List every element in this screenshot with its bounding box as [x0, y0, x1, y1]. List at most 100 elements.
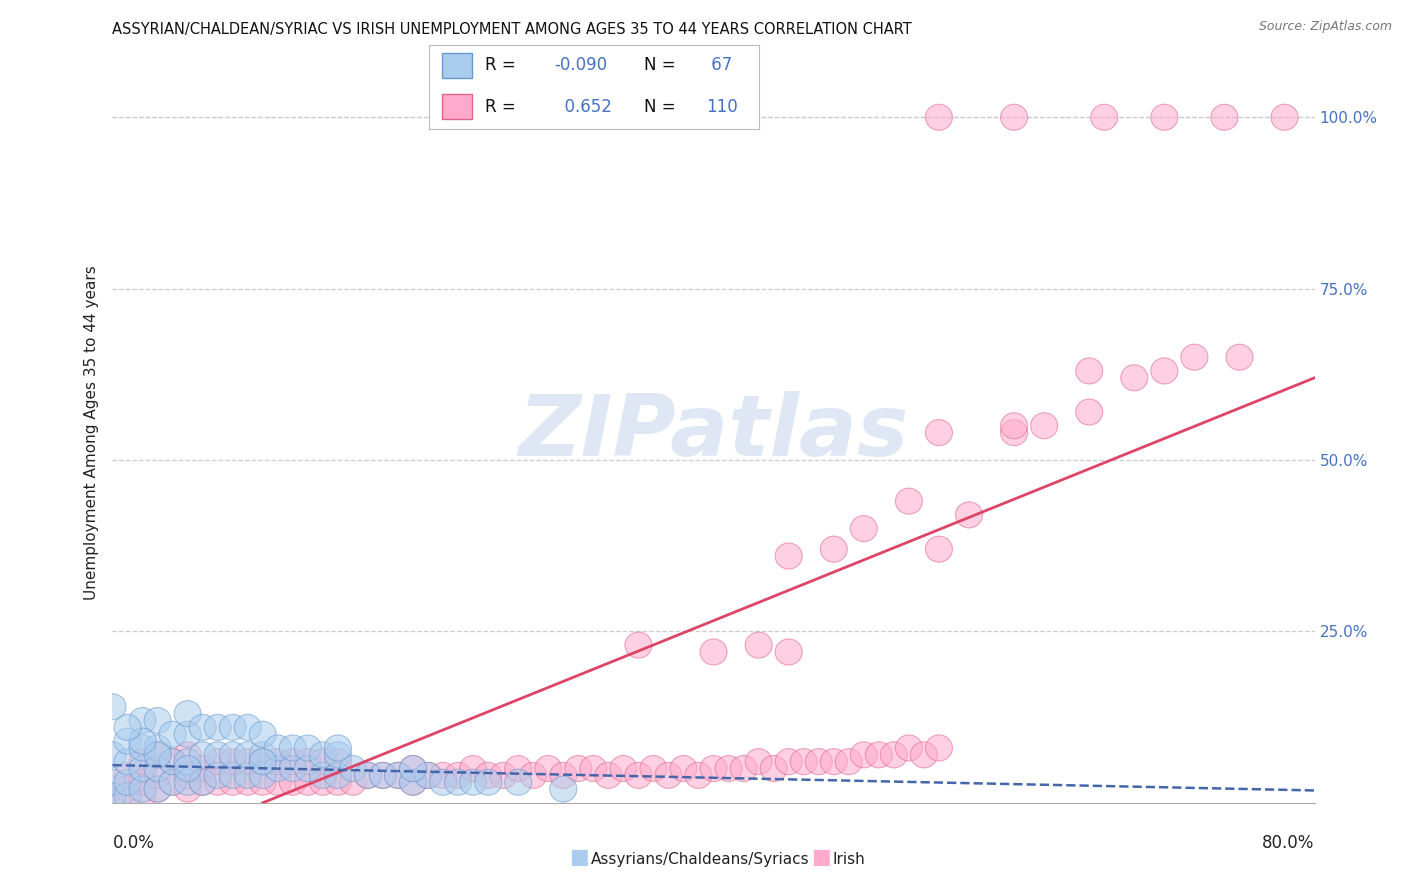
- Ellipse shape: [489, 763, 516, 789]
- Ellipse shape: [159, 769, 186, 796]
- Ellipse shape: [204, 748, 231, 774]
- Text: Assyrians/Chaldeans/Syriacs: Assyrians/Chaldeans/Syriacs: [591, 852, 808, 867]
- Ellipse shape: [249, 722, 276, 747]
- Ellipse shape: [294, 748, 322, 774]
- Ellipse shape: [925, 536, 952, 562]
- Ellipse shape: [624, 632, 652, 658]
- Ellipse shape: [1152, 104, 1178, 130]
- Ellipse shape: [249, 763, 276, 789]
- Ellipse shape: [1031, 413, 1057, 439]
- Text: R =: R =: [485, 98, 516, 116]
- Ellipse shape: [143, 776, 172, 802]
- Ellipse shape: [384, 763, 412, 789]
- Ellipse shape: [1121, 365, 1147, 391]
- Ellipse shape: [579, 756, 607, 781]
- Ellipse shape: [865, 742, 893, 768]
- Text: 67: 67: [706, 56, 733, 74]
- Ellipse shape: [399, 756, 426, 781]
- Ellipse shape: [174, 700, 201, 727]
- Ellipse shape: [309, 742, 336, 768]
- Ellipse shape: [129, 776, 156, 802]
- Ellipse shape: [520, 763, 547, 789]
- Ellipse shape: [745, 748, 772, 774]
- Ellipse shape: [204, 714, 231, 740]
- Ellipse shape: [143, 742, 172, 768]
- Ellipse shape: [174, 722, 201, 747]
- Ellipse shape: [851, 742, 877, 768]
- Ellipse shape: [1001, 419, 1028, 446]
- Ellipse shape: [159, 748, 186, 774]
- Ellipse shape: [1091, 104, 1118, 130]
- Ellipse shape: [249, 742, 276, 768]
- Ellipse shape: [415, 763, 441, 789]
- Ellipse shape: [98, 769, 127, 796]
- Ellipse shape: [129, 769, 156, 796]
- Ellipse shape: [565, 756, 592, 781]
- Ellipse shape: [309, 769, 336, 796]
- Text: Source: ZipAtlas.com: Source: ZipAtlas.com: [1258, 20, 1392, 33]
- Ellipse shape: [235, 769, 262, 796]
- Ellipse shape: [730, 756, 756, 781]
- Ellipse shape: [159, 769, 186, 796]
- Ellipse shape: [1226, 344, 1253, 370]
- Ellipse shape: [880, 742, 907, 768]
- Ellipse shape: [280, 756, 307, 781]
- Text: ■: ■: [569, 847, 589, 867]
- Ellipse shape: [98, 783, 127, 809]
- Ellipse shape: [1271, 104, 1298, 130]
- Ellipse shape: [339, 769, 367, 796]
- Ellipse shape: [534, 756, 562, 781]
- Ellipse shape: [174, 763, 201, 789]
- Ellipse shape: [325, 769, 352, 796]
- Ellipse shape: [235, 748, 262, 774]
- Ellipse shape: [655, 763, 682, 789]
- Ellipse shape: [610, 756, 637, 781]
- Ellipse shape: [114, 783, 141, 809]
- Ellipse shape: [219, 714, 246, 740]
- Ellipse shape: [624, 763, 652, 789]
- Ellipse shape: [1152, 358, 1178, 384]
- Ellipse shape: [129, 748, 156, 774]
- Ellipse shape: [444, 763, 471, 789]
- Text: 0.652: 0.652: [554, 98, 612, 116]
- Ellipse shape: [204, 742, 231, 768]
- Ellipse shape: [1076, 358, 1102, 384]
- Text: 80.0%: 80.0%: [1263, 834, 1315, 852]
- Ellipse shape: [925, 104, 952, 130]
- Ellipse shape: [159, 748, 186, 774]
- Ellipse shape: [745, 632, 772, 658]
- Ellipse shape: [325, 763, 352, 789]
- Ellipse shape: [143, 735, 172, 761]
- Ellipse shape: [640, 756, 666, 781]
- Ellipse shape: [925, 735, 952, 761]
- Ellipse shape: [700, 756, 727, 781]
- Ellipse shape: [114, 763, 141, 789]
- Text: N =: N =: [644, 98, 675, 116]
- Ellipse shape: [129, 735, 156, 761]
- Ellipse shape: [174, 742, 201, 768]
- Ellipse shape: [235, 714, 262, 740]
- Ellipse shape: [370, 763, 396, 789]
- Text: N =: N =: [644, 56, 675, 74]
- Ellipse shape: [174, 776, 201, 802]
- Ellipse shape: [685, 763, 711, 789]
- Ellipse shape: [460, 756, 486, 781]
- Ellipse shape: [129, 783, 156, 809]
- Ellipse shape: [820, 748, 848, 774]
- Ellipse shape: [430, 769, 457, 796]
- Text: ZIPatlas: ZIPatlas: [519, 391, 908, 475]
- Ellipse shape: [761, 756, 787, 781]
- Y-axis label: Unemployment Among Ages 35 to 44 years: Unemployment Among Ages 35 to 44 years: [83, 265, 98, 600]
- Text: R =: R =: [485, 56, 516, 74]
- Ellipse shape: [174, 756, 201, 781]
- Ellipse shape: [399, 769, 426, 796]
- Ellipse shape: [415, 763, 441, 789]
- Ellipse shape: [716, 756, 742, 781]
- Ellipse shape: [925, 419, 952, 446]
- Text: 0.0%: 0.0%: [112, 834, 155, 852]
- Ellipse shape: [835, 748, 862, 774]
- Ellipse shape: [911, 742, 938, 768]
- Ellipse shape: [1211, 104, 1237, 130]
- FancyBboxPatch shape: [441, 54, 472, 78]
- Ellipse shape: [190, 769, 217, 796]
